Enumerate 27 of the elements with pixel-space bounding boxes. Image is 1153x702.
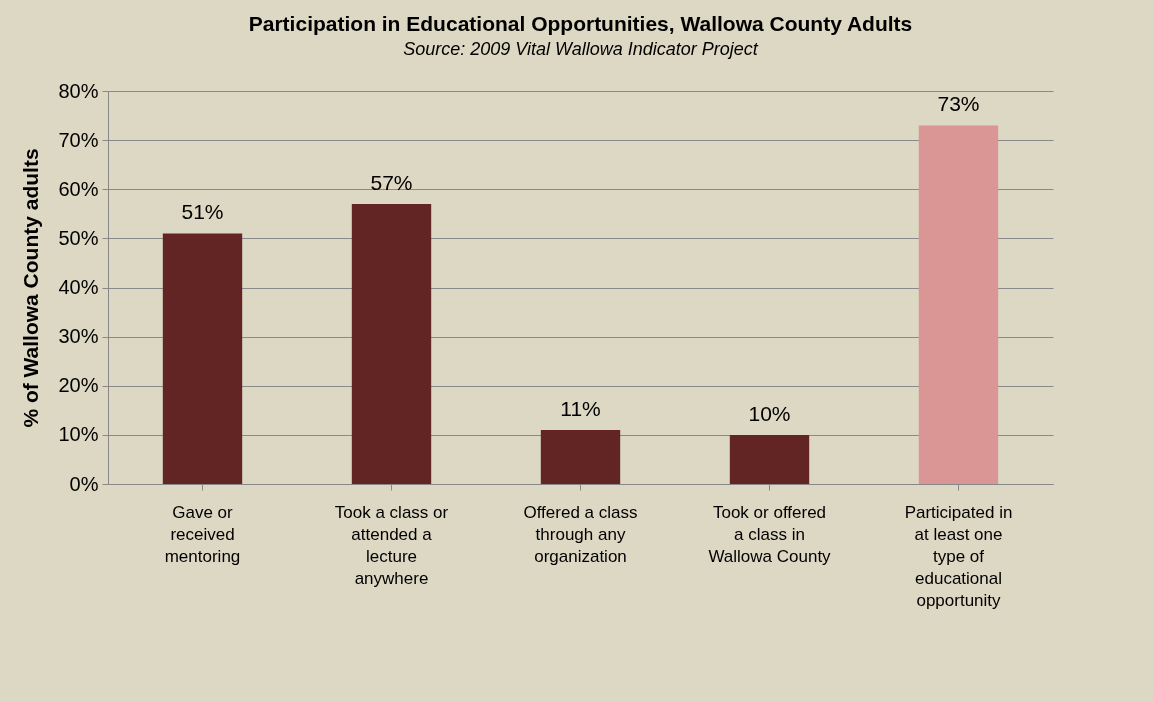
- y-tick-label: 0%: [69, 472, 99, 495]
- chart-title: Participation in Educational Opportunities, Wallowa County Adults: [248, 12, 913, 35]
- y-tick-label: 30%: [58, 325, 99, 348]
- y-tick-label: 50%: [58, 226, 99, 249]
- bar: [729, 434, 810, 484]
- y-tick-label: 70%: [58, 128, 99, 151]
- bar: [162, 233, 243, 484]
- x-tick-label: Gave or received mentoring: [164, 502, 241, 566]
- y-tick-label: 10%: [58, 423, 99, 446]
- data-label: 51%: [181, 200, 224, 224]
- data-label: 10%: [748, 401, 791, 425]
- y-tick-label: 60%: [58, 177, 99, 200]
- data-label: 11%: [560, 396, 601, 420]
- y-tick-label: 20%: [58, 374, 99, 397]
- x-tick-label: Took or offered a class in Wallowa County: [708, 502, 832, 566]
- x-tick-label: Participated in at least one type of educational opportunity: [904, 502, 1013, 610]
- x-tick-label: Offered a class through any organization: [523, 502, 638, 566]
- bar: [351, 203, 432, 484]
- data-label: 73%: [937, 92, 980, 116]
- data-label: 57%: [370, 170, 413, 194]
- y-tick-label: 80%: [58, 79, 99, 102]
- bar: [540, 429, 621, 484]
- x-tick-label: Took a class or attended a lecture anywhere: [334, 502, 449, 588]
- y-tick-label: 40%: [58, 276, 99, 298]
- bar: [918, 125, 999, 484]
- chart-subtitle: Source: 2009 Vital Wallowa Indicator Project: [403, 39, 759, 59]
- y-axis-title: % of Wallowa County adults: [19, 148, 43, 428]
